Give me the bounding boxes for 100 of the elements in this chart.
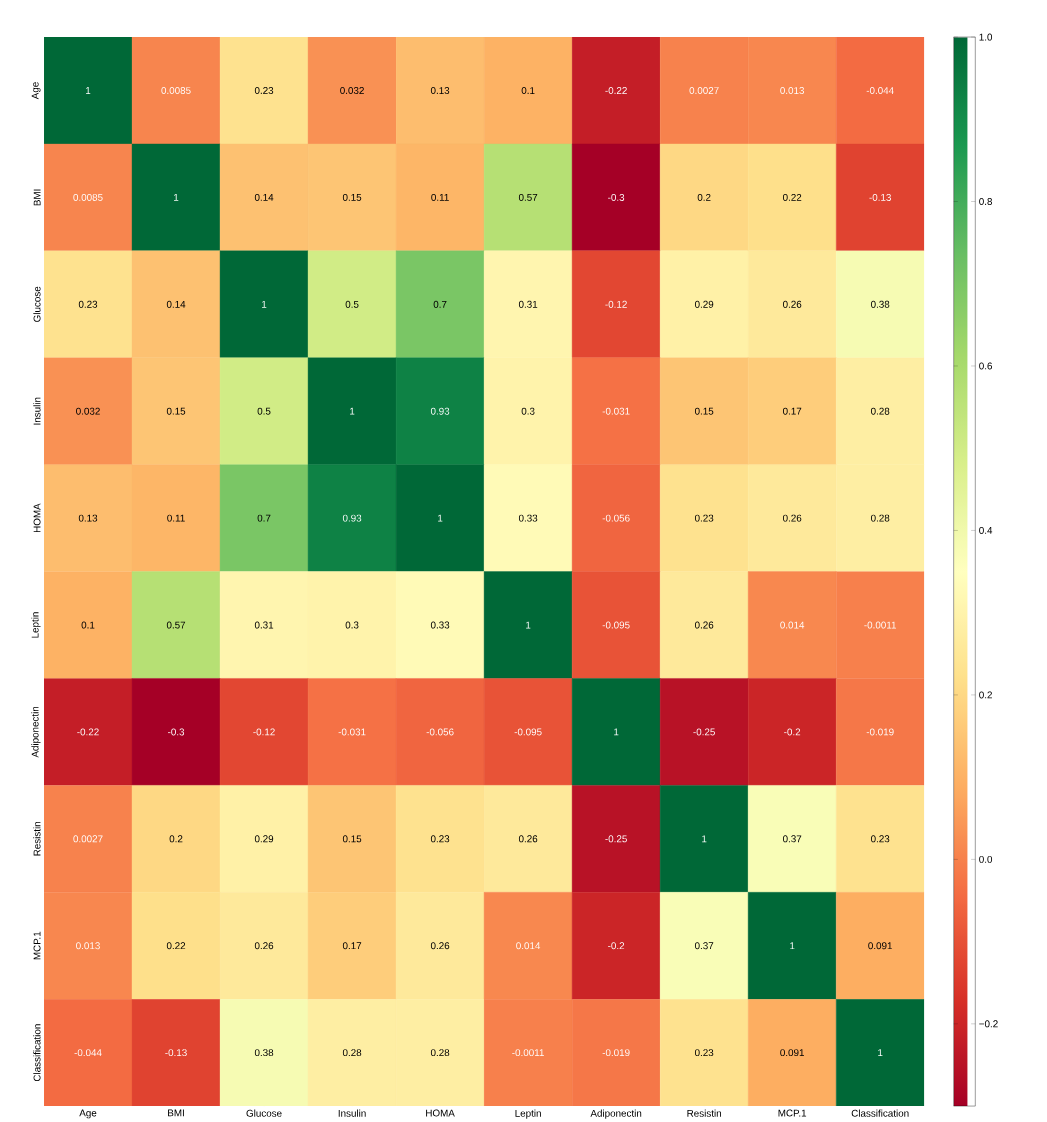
data-label: -0.095 — [602, 621, 630, 629]
data-label: 0.091 — [780, 1049, 804, 1057]
y-tick-label: MCP.1 — [33, 931, 41, 960]
data-label: 1 — [525, 621, 531, 629]
data-label: 0.14 — [254, 193, 274, 201]
data-label: 1 — [437, 514, 443, 522]
data-label: 0.23 — [694, 1049, 714, 1057]
data-label: 0.1 — [521, 87, 535, 94]
data-label: 0.15 — [166, 407, 186, 415]
data-label: 0.37 — [694, 942, 714, 950]
color-bar-label: −0.2 — [979, 1020, 998, 1028]
y-tick-label: Insulin — [33, 397, 41, 425]
x-tick-label: Adiponectin — [590, 1109, 641, 1119]
data-label: -0.22 — [605, 87, 627, 94]
data-label: 0.23 — [430, 835, 450, 843]
x-tick-label: Leptin — [515, 1109, 541, 1119]
color-bar-label: 0.8 — [978, 198, 992, 205]
data-label: 1 — [261, 300, 267, 308]
data-label: -0.0011 — [512, 1049, 544, 1057]
data-label: -0.12 — [605, 300, 627, 308]
y-tick-label: Glucose — [33, 286, 41, 322]
data-label: -0.019 — [602, 1049, 630, 1057]
y-tick-label: Age — [31, 82, 41, 100]
data-label: 1 — [349, 407, 355, 415]
data-label: 0.38 — [254, 1049, 274, 1057]
data-label: 0.33 — [430, 621, 450, 629]
data-label: 0.11 — [431, 193, 449, 201]
data-label: 0.23 — [694, 514, 714, 522]
data-label: 1 — [85, 87, 91, 94]
data-label: -0.22 — [77, 728, 99, 736]
data-label: 0.93 — [342, 514, 362, 522]
color-bar-label: 0.0 — [978, 855, 992, 863]
y-tick-label: Adiponectin — [31, 706, 41, 758]
data-label: 0.26 — [254, 942, 274, 950]
data-label: -0.095 — [514, 728, 542, 736]
data-label: 0.15 — [342, 835, 362, 843]
data-label: 0.29 — [694, 300, 714, 308]
data-label: 1 — [878, 1049, 883, 1057]
y-tick-label: Resistin — [33, 821, 41, 856]
data-label: 0.28 — [430, 1049, 450, 1057]
data-label: -0.056 — [602, 514, 630, 522]
data-label: 0.13 — [430, 87, 450, 94]
data-label: 0.5 — [257, 407, 271, 415]
data-label: 0.22 — [166, 942, 185, 950]
data-label: -0.031 — [338, 728, 366, 736]
data-label: 0.1 — [81, 621, 95, 629]
data-label: 0.17 — [782, 407, 802, 415]
data-label: 0.93 — [430, 407, 450, 415]
data-label: 0.0085 — [73, 193, 103, 201]
data-label: 1 — [790, 942, 795, 950]
data-label: 0.23 — [78, 300, 97, 308]
data-label: 0.26 — [430, 942, 450, 950]
data-label: 0.2 — [697, 193, 711, 201]
data-label: 1 — [613, 728, 619, 736]
data-label: 0.013 — [780, 87, 804, 94]
data-label: -0.044 — [866, 87, 894, 94]
data-label: 0.3 — [521, 407, 535, 415]
data-label: 0.014 — [516, 942, 540, 950]
data-label: 1 — [173, 194, 179, 201]
data-label: 0.57 — [518, 193, 538, 201]
data-label: -0.056 — [426, 728, 454, 736]
data-label: -0.25 — [693, 728, 715, 736]
data-label: 0.15 — [342, 193, 362, 201]
data-label: 0.26 — [782, 514, 802, 522]
data-label: 0.5 — [345, 300, 359, 308]
color-bar-label: 0.4 — [978, 526, 992, 534]
data-label: 0.013 — [75, 942, 100, 950]
data-label: -0.13 — [869, 193, 891, 201]
data-label: 0.28 — [870, 407, 890, 415]
data-label: 0.0027 — [689, 87, 719, 94]
y-tick-label: Classification — [33, 1024, 41, 1082]
data-label: 0.15 — [694, 407, 714, 415]
data-label: 0.22 — [782, 193, 802, 201]
data-label: 0.7 — [257, 514, 271, 522]
x-tick-label: Classification — [851, 1109, 909, 1117]
data-label: 0.0085 — [161, 87, 191, 94]
x-tick-label: BMI — [167, 1109, 184, 1117]
data-label: -0.12 — [253, 728, 275, 736]
color-bar-label: 1.0 — [979, 33, 992, 41]
data-label: -0.3 — [167, 728, 184, 736]
data-label: 0.7 — [433, 300, 447, 308]
data-label: 0.28 — [342, 1049, 362, 1057]
data-label: -0.13 — [165, 1049, 187, 1057]
data-label: 0.014 — [780, 621, 804, 629]
data-label: 0.13 — [78, 514, 97, 522]
data-label: 1 — [701, 835, 707, 843]
data-label: 0.38 — [870, 300, 890, 308]
data-label: -0.2 — [783, 728, 800, 736]
data-label: 0.11 — [167, 514, 185, 522]
data-label: 0.26 — [694, 621, 714, 629]
x-tick-label: HOMA — [425, 1109, 455, 1117]
x-tick-label: Glucose — [246, 1109, 282, 1117]
x-tick-label: Insulin — [338, 1109, 366, 1117]
data-label: 0.29 — [254, 835, 273, 843]
y-tick-label: Leptin — [31, 612, 41, 638]
data-label: 0.28 — [870, 514, 890, 522]
data-label: 0.032 — [75, 407, 100, 415]
y-tick-label: HOMA — [33, 503, 41, 533]
x-tick-label: MCP.1 — [778, 1109, 806, 1117]
data-label: 0.26 — [782, 300, 802, 308]
